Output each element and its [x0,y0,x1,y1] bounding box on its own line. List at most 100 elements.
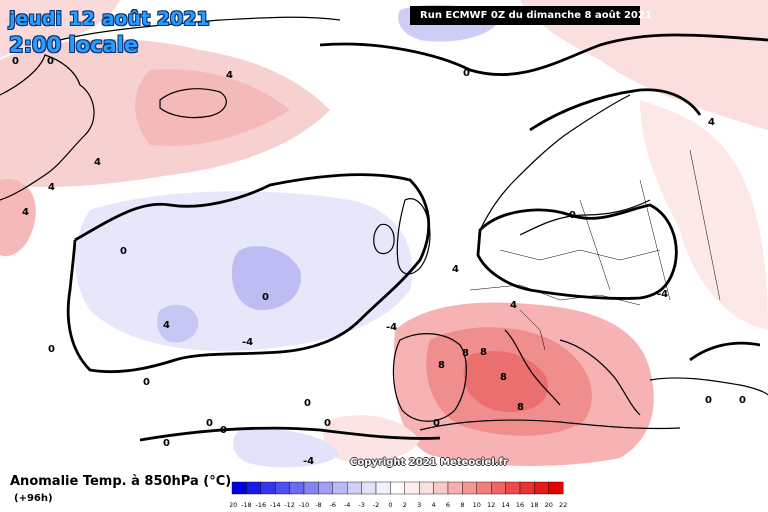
scale-tick-label: 6 [446,501,450,509]
scale-tick-label: -20 [230,501,237,509]
scale-tick-label: 22 [559,501,567,509]
warm-anomaly-canaries [323,415,420,462]
forecast-date: jeudi 12 août 2021 [9,8,210,30]
contour-label: 8 [462,348,469,359]
scale-swatch [476,481,492,495]
forecast-time: 2:00 locale [9,33,139,57]
contour-east [689,341,761,362]
scale-swatch [289,481,305,495]
variable-title: Anomalie Temp. à 850hPa (°C) [10,474,232,489]
scale-tick-label: 4 [432,501,436,509]
scale-tick-label: 2 [403,501,407,509]
contour-label: 0 [705,395,712,406]
scale-tick-label: -14 [270,501,281,509]
greenland-north-coast [59,16,341,41]
scale-swatch [332,481,348,495]
contour-label: 0 [220,425,227,436]
british-isles-coast [396,198,431,275]
scale-swatch [462,481,477,495]
contour-label: 0 [48,344,55,355]
scale-tick-label: -10 [299,501,310,509]
scale-tick-label: 20 [545,501,553,509]
contour-scandinavia [529,88,702,132]
scale-tick-label: -8 [315,501,321,509]
run-banner: Run ECMWF 0Z du dimanche 8 août 2021 [410,6,652,25]
contour-label: 0 [143,377,150,388]
scale-swatch [447,481,463,495]
ireland-coast [373,223,395,255]
contour-label: 0 [433,418,440,429]
contour-europe [476,203,678,300]
scale-swatch [534,481,549,495]
contour-label: 4 [510,300,517,311]
scale-tick-label: -12 [284,501,295,509]
contour-label: 8 [480,347,487,358]
contour-label: 0 [304,398,311,409]
cold-anomaly-atlantic-small [157,304,199,343]
border-line-3 [519,309,546,351]
contour-atlantic [66,173,431,374]
scale-swatch [548,481,564,495]
scale-tick-label: -6 [330,501,336,509]
balkans-coast [559,339,641,416]
scale-tick-label: 12 [487,501,495,509]
contour-label: 4 [452,264,459,275]
zero-contours [66,33,768,442]
contour-label: 4 [48,182,55,193]
scale-tick-label: -18 [241,501,252,509]
scale-tick-label: 3 [417,501,421,509]
scale-swatch [260,481,276,495]
scale-tick-label: 10 [473,501,481,509]
scale-swatch [519,481,535,495]
scale-swatch [390,481,405,495]
contour-label: 8 [438,360,445,371]
border-line-4 [579,199,611,291]
warm-anomaly-arctic-east [520,0,768,130]
contour-label: 4 [22,207,29,218]
scale-tick-label: -16 [255,501,266,509]
lead-time: (+96h) [14,493,53,504]
contour-south [139,426,441,442]
contour-label: 0 [569,210,576,221]
border-line-2 [499,249,661,261]
contour-label: 0 [262,292,269,303]
contour-label: 0 [739,395,746,406]
contour-label: 0 [324,418,331,429]
scale-swatch [418,481,434,495]
scale-tick-label: 0 [388,501,392,509]
scale-tick-label: -2 [373,501,379,509]
scale-tick-label: 18 [530,501,538,509]
scale-tick-label: 16 [516,501,524,509]
contour-label: 0 [206,418,213,429]
scale-swatch [231,481,247,495]
cold-anomaly-south [233,428,340,468]
contour-label: 4 [708,117,715,128]
coastlines [0,16,768,431]
scale-swatch [346,481,362,495]
contour-label: 8 [517,402,524,413]
contour-label: 4 [226,70,233,81]
contour-label: -4 [657,289,668,300]
contour-north [319,33,768,76]
contour-label: -4 [242,337,253,348]
contour-label: 0 [12,56,19,67]
scale-swatch [491,481,506,495]
contour-label: -4 [386,322,397,333]
legend-footer: Anomalie Temp. à 850hPa (°C) (+96h) -20-… [0,472,768,512]
contour-label: 4 [163,320,170,331]
warm-anomaly-east [640,100,768,330]
warm-anomaly-west-edge [0,179,36,257]
scale-tick-label: -3 [358,501,364,509]
cold-anomaly-atlantic-core [232,246,301,311]
scale-tick-label: -4 [344,501,350,509]
scale-swatch [361,481,377,495]
iberia-coast [392,333,467,422]
scale-swatch [505,481,521,495]
scale-tick-label: 14 [501,501,509,509]
scale-swatch [433,481,449,495]
contour-label: 8 [500,372,507,383]
contour-label: 0 [120,246,127,257]
italy-coast [504,329,561,406]
